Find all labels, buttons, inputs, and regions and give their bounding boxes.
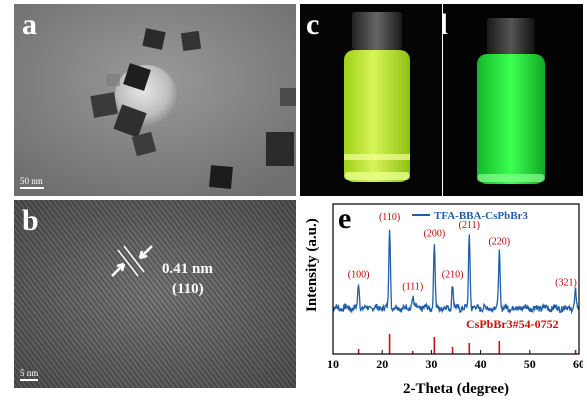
panel-b-label: b <box>22 204 39 237</box>
panel-c-label: c <box>306 8 320 41</box>
reference-label: CsPbBr3#54-0752 <box>466 317 559 331</box>
legend-label: TFA-BBA-CsPbBr3 <box>434 210 528 222</box>
x-tick-label: 50 <box>524 357 536 371</box>
hrtem-lattice <box>14 200 296 388</box>
vial-d <box>477 18 545 184</box>
arrow-icon <box>111 262 126 277</box>
peak-label: (220) <box>488 237 510 248</box>
lattice-plane: (110) <box>172 281 204 297</box>
panel-c-vial-photo: c <box>300 4 442 196</box>
scale-bar-b <box>20 379 38 381</box>
x-tick-label: 20 <box>376 357 388 371</box>
peak-label: (211) <box>459 220 480 231</box>
plot-frame <box>332 203 580 355</box>
peak-label: (200) <box>424 228 446 239</box>
peak-label: (210) <box>442 269 464 280</box>
vial-c <box>344 12 410 182</box>
x-tick-label: 10 <box>327 357 339 371</box>
x-tick-label: 30 <box>425 357 437 371</box>
lattice-spacing: 0.41 nm <box>162 261 213 277</box>
panel-a-label: a <box>22 8 37 41</box>
panel-d-vial-photo: d <box>443 4 583 196</box>
xrd-series-line <box>332 229 580 315</box>
panel-e-xrd-chart: (100) (110) (111) (200) (210) (211) (220) (321)… <box>300 200 583 400</box>
x-tick-label: 60 <box>573 357 583 371</box>
peak-label: (321) <box>555 278 577 289</box>
x-axis-label: 2-Theta (degree) <box>403 381 509 397</box>
panel-d-label: d <box>443 10 448 40</box>
peak-label: (111) <box>402 282 423 293</box>
tem-nanocubes <box>14 4 296 196</box>
arrow-icon <box>138 245 153 260</box>
panel-b-hrtem-image: b 0.41 nm (110) 5 nm <box>14 200 296 388</box>
scale-text-b: 5 nm <box>20 368 39 378</box>
y-axis-label: Intensity (a.u.) <box>304 218 320 312</box>
x-tick-label: 40 <box>475 357 487 371</box>
scale-bar-a <box>20 187 44 189</box>
xrd-chart-svg: (100) (110) (111) (200) (210) (211) (220) (321)… <box>304 203 583 397</box>
scale-text-a: 50 nm <box>20 176 43 186</box>
panel-a-tem-image: a 50 nm <box>14 4 296 196</box>
peak-label: (100) <box>348 269 370 280</box>
panel-e-label: e <box>338 202 352 235</box>
peak-label: (110) <box>379 212 400 223</box>
